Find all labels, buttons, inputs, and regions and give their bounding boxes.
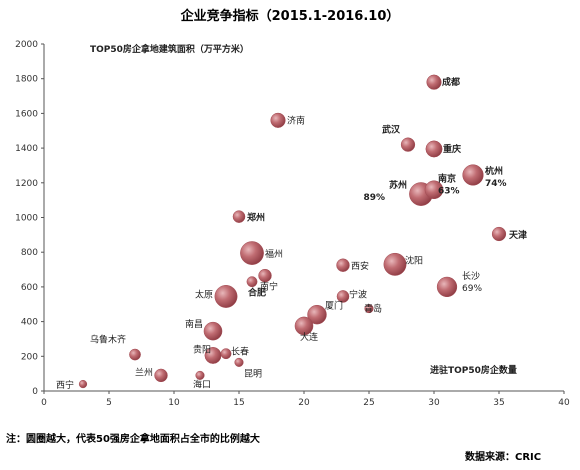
bubble-16	[336, 290, 350, 303]
y-tick-label: 1600	[15, 109, 38, 119]
x-tick-label: 20	[298, 398, 310, 408]
bubble-27	[78, 379, 88, 389]
bubble-1	[270, 112, 286, 128]
bubble-3	[425, 140, 443, 158]
bubble-label: 沈阳	[405, 254, 423, 266]
bubble-label: 乌鲁木齐	[90, 334, 126, 346]
y-tick-label: 800	[21, 248, 38, 258]
bubble-8	[232, 210, 246, 223]
bubble-label: 重庆	[443, 143, 461, 155]
bubble-label: 合肥	[248, 287, 266, 299]
bubble-label: 郑州	[247, 212, 265, 224]
bubble-15	[436, 276, 458, 298]
bubble-4	[462, 164, 484, 186]
x-tick-label: 10	[168, 398, 180, 408]
bubble-label: 兰州	[135, 366, 153, 378]
y-annotation: TOP50房企拿地建筑面积（万平方米）	[90, 43, 249, 55]
bubble-23	[234, 357, 244, 367]
bubble-share-label: 69%	[462, 284, 482, 294]
bubble-6	[424, 180, 444, 200]
bubble-14	[383, 252, 407, 276]
bubble-label: 长春	[231, 346, 249, 358]
bubble-10	[258, 268, 272, 283]
bubble-label: 太原	[195, 288, 213, 300]
chart-title: 企业竞争指标（2015.1-2016.10）	[180, 8, 400, 24]
chart-note: 注：圆圈越大，代表50强房企拿地面积占全市的比例越大	[6, 432, 260, 445]
bubble-label: 厦门	[325, 300, 343, 312]
x-tick-label: 30	[428, 398, 440, 408]
bubble-label: 天津	[509, 229, 527, 241]
bubble-label: 济南	[287, 114, 305, 126]
bubble-label: 西宁	[56, 379, 74, 391]
y-tick-label: 2000	[15, 40, 38, 50]
data-source: 数据来源：CRIC	[465, 450, 541, 463]
bubble-7	[491, 226, 507, 242]
bubble-18	[364, 304, 374, 314]
x-tick-label: 40	[558, 398, 570, 408]
bubble-label: 大连	[300, 331, 318, 343]
bubble-label: 南昌	[185, 318, 203, 330]
x-tick-label: 25	[363, 398, 374, 408]
y-tick-label: 1200	[15, 179, 38, 189]
y-tick-label: 1800	[15, 75, 38, 85]
bubble-17	[307, 304, 327, 325]
x-tick-label: 35	[493, 398, 504, 408]
bubble-label: 福州	[265, 248, 283, 260]
y-tick-label: 1000	[15, 214, 38, 224]
bubble-24	[129, 348, 141, 361]
bubble-0	[426, 74, 442, 90]
bubble-12	[214, 285, 238, 308]
bubble-label: 南宁	[260, 281, 278, 293]
bubble-label: 青岛	[364, 303, 382, 315]
bubble-label: 武汉	[382, 124, 401, 136]
bubble-2	[400, 137, 416, 152]
bubble-label: 昆明	[244, 368, 262, 379]
bubble-26	[195, 370, 205, 380]
axes: 0 200 400 600 800 1000 1200 1400 1600 1800 2000 0 5 1…	[15, 40, 570, 408]
x-tick-label: 0	[41, 398, 47, 408]
bubble-share-label: 63%	[438, 187, 460, 197]
bubble-label: 成都	[442, 76, 460, 88]
x-annotation: 进驻TOP50房企数量	[430, 364, 517, 376]
bubble-22	[220, 348, 232, 360]
x-tick-label: 5	[106, 398, 112, 408]
bubble-20	[203, 321, 223, 341]
bubble-share-label: 74%	[485, 179, 507, 189]
bubble-share-label: 89%	[363, 193, 385, 203]
y-tick-label: 400	[21, 318, 38, 328]
bubble-label: 苏州	[389, 179, 407, 191]
bubble-label: 南京	[438, 173, 456, 185]
x-tick-label: 15	[233, 398, 244, 408]
bubble-9	[240, 241, 264, 265]
y-tick-label: 1400	[15, 144, 38, 154]
bubble-label: 海口	[193, 378, 211, 390]
y-tick-label: 0	[32, 387, 38, 397]
bubble-11	[246, 276, 258, 288]
bubble-label: 杭州	[485, 165, 503, 177]
y-tick-label: 600	[21, 283, 38, 293]
bubble-label: 长沙	[462, 270, 480, 282]
y-tick-label: 200	[21, 352, 38, 362]
bubble-label: 西安	[351, 260, 369, 272]
bubble-13	[336, 258, 350, 272]
bubble-label: 贵阳	[193, 343, 211, 355]
bubble-label: 宁波	[349, 288, 367, 300]
bubble-25	[154, 368, 168, 383]
bubble-19	[294, 316, 314, 336]
